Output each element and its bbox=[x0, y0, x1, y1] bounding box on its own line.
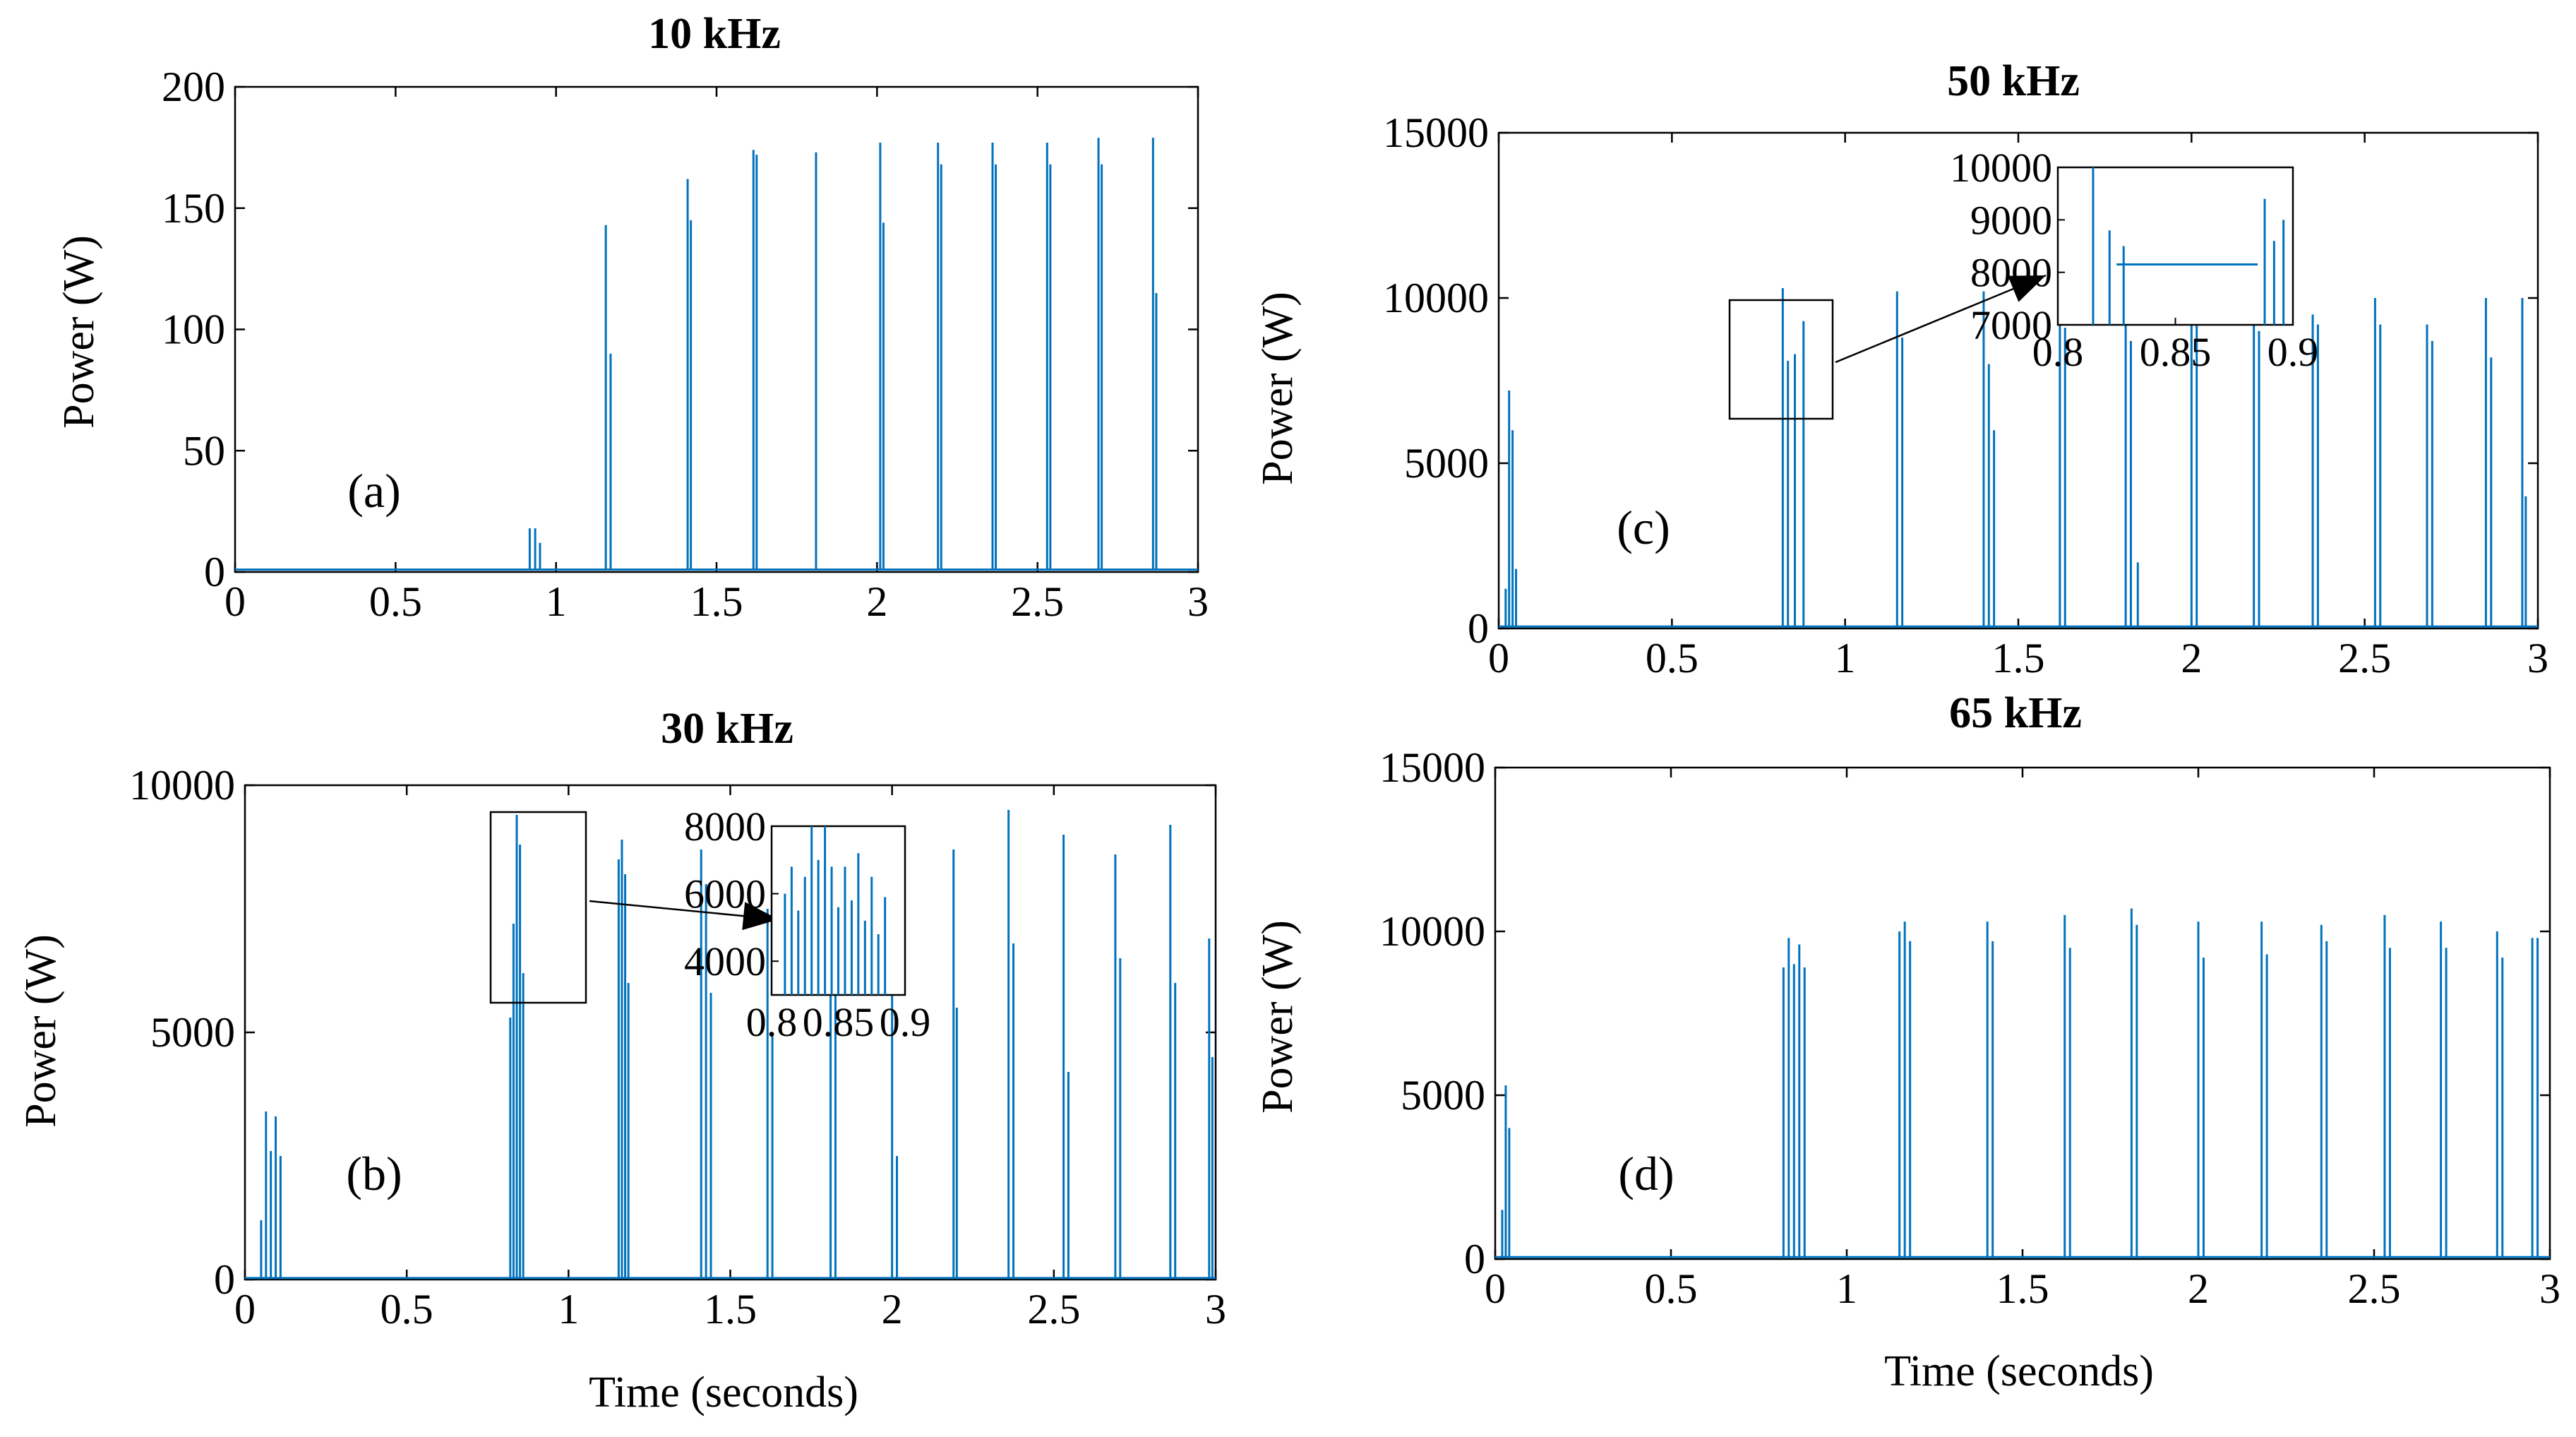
inset-x-tick-label: 0.8 bbox=[2032, 329, 2084, 375]
inset-y-tick-label: 8000 bbox=[684, 804, 766, 849]
x-tick-label: 1.5 bbox=[1996, 1265, 2049, 1312]
inset-y-tick-label: 10000 bbox=[1950, 145, 2052, 191]
x-tick-label: 3 bbox=[1187, 578, 1209, 625]
inset-axes-frame bbox=[2056, 166, 2294, 326]
chart-title: 30 kHz bbox=[661, 705, 793, 753]
y-axis-label: Power (W) bbox=[1254, 920, 1302, 1114]
inset-y-tick-label: 6000 bbox=[684, 871, 766, 917]
panel-a-10khz: 10 kHz Power (W) (a) 0 0.5 1 1.5 2 2.5 3 0 50 100… bbox=[55, 10, 1209, 625]
y-tick-label: 15000 bbox=[1383, 109, 1489, 156]
inset-y-tick-label: 4000 bbox=[684, 938, 766, 984]
x-tick-label: 2 bbox=[2181, 635, 2202, 681]
panel-d-65khz: 65 kHz Power (W) Time (seconds) (d) 0 0.5… bbox=[1254, 689, 2560, 1395]
x-tick-label: 1 bbox=[1836, 1265, 1857, 1312]
plot-area: 0 0.5 1 1.5 2 2.5 3 0 50 100 150 200 bbox=[162, 64, 1209, 625]
x-tick-label: 1 bbox=[558, 1286, 579, 1332]
x-tick-label: 2 bbox=[2188, 1265, 2209, 1312]
x-tick-label: 0 bbox=[234, 1286, 256, 1332]
y-tick-label: 10000 bbox=[129, 762, 235, 809]
inset-x-tick-label: 0.9 bbox=[2268, 329, 2319, 375]
y-tick-label: 150 bbox=[162, 185, 225, 232]
x-tick-label: 0 bbox=[1488, 635, 1509, 681]
y-tick-label: 5000 bbox=[1404, 440, 1489, 487]
zoom-arrow-head bbox=[2008, 275, 2046, 302]
inset-x-tick-label: 0.85 bbox=[803, 999, 875, 1045]
plot-area: 0 0.5 1 1.5 2 2.5 3 0 5000 10000 0.8 0.85 0.9 4000 600… bbox=[129, 762, 1226, 1332]
x-tick-label: 3 bbox=[1205, 1286, 1226, 1332]
panel-label: (b) bbox=[346, 1147, 402, 1200]
x-tick-label: 0.5 bbox=[1646, 635, 1699, 681]
zoom-arrow-head bbox=[742, 902, 779, 931]
panel-c-50khz: 50 kHz Power (W) (c) 0 0.5 1 1.5 2 2.5 3 0 5000 1… bbox=[1254, 57, 2548, 681]
y-tick-label: 100 bbox=[162, 306, 225, 353]
panel-label: (d) bbox=[1618, 1147, 1674, 1200]
x-tick-label: 2 bbox=[882, 1286, 903, 1332]
panel-label: (a) bbox=[347, 464, 400, 518]
x-tick-label: 0 bbox=[224, 578, 246, 625]
x-tick-label: 1.5 bbox=[704, 1286, 757, 1332]
x-tick-label: 1 bbox=[1835, 635, 1856, 681]
x-tick-label: 2.5 bbox=[1027, 1286, 1080, 1332]
y-tick-label: 0 bbox=[1468, 605, 1489, 652]
panel-b-30khz: 30 kHz Power (W) Time (seconds) (b) 0 0.5… bbox=[17, 705, 1226, 1417]
x-tick-label: 1.5 bbox=[690, 578, 743, 625]
zoom-arrow-line bbox=[1835, 274, 2047, 364]
y-tick-label: 0 bbox=[204, 549, 225, 595]
x-tick-label: 2.5 bbox=[1011, 578, 1064, 625]
y-axis-label: Power (W) bbox=[17, 934, 65, 1128]
y-tick-label: 15000 bbox=[1379, 744, 1485, 791]
zoom-region-box bbox=[489, 811, 587, 1004]
x-tick-label: 1 bbox=[546, 578, 567, 625]
x-axis-label: Time (seconds) bbox=[589, 1369, 858, 1417]
inset-x-tick-label: 0.85 bbox=[2140, 329, 2212, 375]
chart-title: 10 kHz bbox=[648, 10, 781, 58]
chart-title: 50 kHz bbox=[1947, 57, 2080, 105]
x-tick-label: 3 bbox=[2539, 1265, 2560, 1312]
x-tick-label: 0 bbox=[1485, 1265, 1506, 1312]
x-tick-label: 0.5 bbox=[1645, 1265, 1698, 1312]
chart-title: 65 kHz bbox=[1949, 689, 2082, 737]
zoom-region-box bbox=[1728, 299, 1834, 420]
y-tick-label: 5000 bbox=[150, 1009, 235, 1056]
y-tick-label: 10000 bbox=[1379, 908, 1485, 955]
y-tick-label: 200 bbox=[162, 64, 225, 110]
x-tick-label: 0.5 bbox=[369, 578, 422, 625]
x-axis-label: Time (seconds) bbox=[1884, 1347, 2154, 1395]
plot-area: 0 0.5 1 1.5 2 2.5 3 0 5000 10000 15000 bbox=[1379, 744, 2560, 1312]
inset-x-tick-label: 0.8 bbox=[746, 999, 798, 1045]
x-tick-label: 1.5 bbox=[1992, 635, 2045, 681]
inset-y-tick-label: 9000 bbox=[1970, 197, 2052, 243]
x-tick-label: 2.5 bbox=[2338, 635, 2391, 681]
inset-y-tick-label: 7000 bbox=[1970, 302, 2052, 348]
axes-frame bbox=[244, 784, 1217, 1281]
plot-area: 0 0.5 1 1.5 2 2.5 3 0 5000 10000 15000 0.8 0.85 0.9 70… bbox=[1383, 109, 2548, 681]
x-tick-label: 2.5 bbox=[2348, 1265, 2401, 1312]
y-tick-label: 0 bbox=[1464, 1236, 1485, 1282]
y-tick-label: 50 bbox=[183, 427, 225, 474]
x-tick-label: 0.5 bbox=[381, 1286, 433, 1332]
y-axis-label: Power (W) bbox=[1254, 292, 1302, 485]
y-axis-label: Power (W) bbox=[55, 235, 103, 429]
inset-y-tick-label: 8000 bbox=[1970, 250, 2052, 296]
x-tick-label: 2 bbox=[866, 578, 887, 625]
y-tick-label: 0 bbox=[214, 1256, 235, 1303]
inset-x-tick-label: 0.9 bbox=[880, 999, 931, 1045]
panel-label: (c) bbox=[1617, 501, 1670, 554]
y-tick-label: 5000 bbox=[1401, 1072, 1485, 1119]
y-tick-label: 10000 bbox=[1383, 275, 1489, 321]
x-tick-label: 3 bbox=[2527, 635, 2548, 681]
